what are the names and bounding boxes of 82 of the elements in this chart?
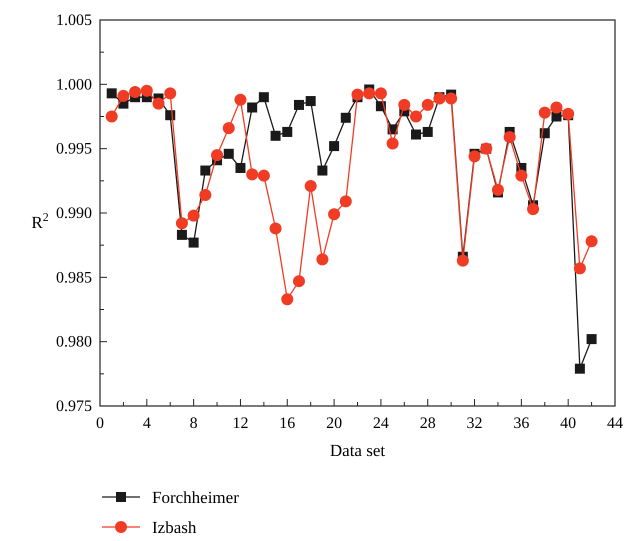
point (270, 222, 282, 234)
point (270, 130, 281, 141)
x-tick-label: 8 (190, 415, 198, 432)
point (152, 98, 165, 110)
point (258, 92, 269, 102)
point (340, 112, 351, 123)
point (386, 138, 399, 150)
point (258, 170, 270, 182)
point (340, 195, 352, 208)
x-tick-label: 16 (279, 415, 296, 432)
x-tick-label: 36 (513, 415, 530, 432)
point (328, 208, 340, 220)
point (574, 262, 586, 274)
point (199, 188, 212, 201)
point (515, 170, 528, 182)
point (234, 94, 246, 106)
y-tick-label: 0.975 (56, 398, 92, 415)
point (224, 148, 234, 159)
point (352, 88, 364, 101)
point (374, 87, 387, 100)
legend-label: Izbash (152, 518, 197, 537)
y-tick-label: 0.985 (56, 269, 92, 286)
x-tick-label: 0 (96, 415, 104, 432)
point (306, 96, 316, 106)
point (200, 166, 210, 176)
x-tick-label: 40 (560, 415, 576, 432)
point (468, 150, 481, 162)
x-tick-label: 20 (326, 415, 342, 432)
point (176, 217, 188, 230)
point (538, 106, 551, 119)
y-tick-label: 0.990 (56, 205, 92, 222)
y-tick-label: 0.995 (56, 140, 92, 158)
point (316, 253, 328, 266)
point (317, 166, 328, 176)
y-axis-title: R$^{2}$ (31, 210, 49, 232)
legend-label: Forchheimer (152, 488, 240, 507)
point (292, 275, 305, 288)
point (411, 130, 422, 140)
point (562, 108, 574, 120)
point (329, 141, 340, 152)
point (176, 230, 187, 240)
point (281, 293, 294, 306)
point (247, 102, 258, 112)
point (222, 122, 235, 134)
point (106, 88, 117, 98)
point (129, 86, 142, 98)
point (164, 87, 176, 100)
point (586, 334, 597, 344)
point (188, 210, 200, 222)
point (492, 184, 504, 196)
point (574, 364, 585, 374)
point (398, 98, 410, 111)
point (422, 98, 434, 111)
point (445, 92, 458, 104)
x-tick-label: 44 (607, 415, 623, 432)
point (422, 126, 433, 137)
x-tick-label: 32 (466, 415, 483, 432)
point (188, 238, 199, 248)
point (117, 90, 130, 102)
point (140, 84, 153, 97)
point (294, 100, 304, 110)
point (246, 168, 258, 180)
x-tick-label: 12 (232, 415, 248, 432)
point (211, 149, 224, 162)
point (527, 203, 540, 216)
y-tick-label: 1.000 (56, 76, 92, 94)
point (106, 110, 118, 122)
point (504, 131, 516, 144)
point (586, 235, 598, 248)
point (410, 110, 422, 122)
point (456, 254, 469, 267)
x-tick-label: 4 (142, 415, 151, 432)
y-tick-label: 0.980 (56, 334, 92, 351)
point (363, 87, 376, 100)
x-axis-title: Data set (330, 441, 386, 460)
point (235, 162, 246, 173)
x-tick-label: 28 (420, 415, 436, 432)
point (550, 101, 562, 114)
point (304, 180, 317, 192)
point (282, 126, 292, 137)
y-tick-label: 1.005 (56, 12, 92, 29)
x-tick-label: 24 (372, 415, 389, 432)
